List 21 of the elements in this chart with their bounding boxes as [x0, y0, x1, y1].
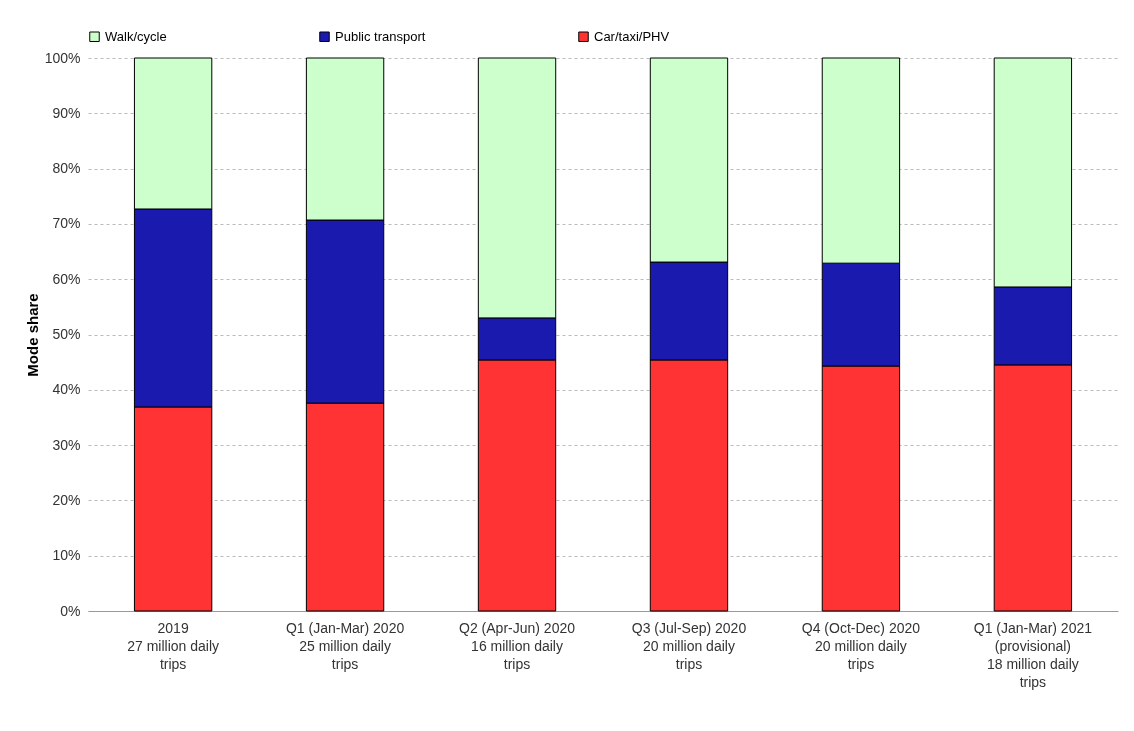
y-tick-label: 10%	[52, 547, 81, 564]
x-tick-label: Q4 (Oct-Dec) 2020 20 million daily trips	[801, 619, 921, 672]
x-tick-label: Q1 (Jan-Mar) 2020 25 million daily trips	[285, 619, 405, 672]
legend-label: Car/taxi/PHV	[594, 28, 670, 44]
y-tick-label: 0%	[60, 602, 81, 619]
legend-label: Public transport	[335, 28, 426, 44]
y-tick-label: 80%	[52, 160, 81, 177]
x-tick-label: 2019 27 million daily trips	[127, 619, 220, 672]
y-tick-label: 90%	[52, 104, 81, 121]
y-tick-label: 70%	[52, 215, 81, 232]
y-tick-label: 50%	[52, 326, 81, 342]
y-tick-label: 40%	[52, 381, 81, 398]
x-tick-label: Q3 (Jul-Sep) 2020 20 million daily trips	[631, 619, 747, 672]
y-axis-title: Mode share	[23, 293, 41, 377]
legend-label: Walk/cycle	[105, 28, 167, 44]
y-tick-label: 30%	[52, 436, 81, 453]
y-tick-label: 60%	[52, 270, 81, 287]
x-tick-label: Q1 (Jan-Mar) 2021 (provisional) 18 million daily trips	[973, 619, 1093, 690]
x-tick-label: Q2 (Apr-Jun) 2020 16 million daily trips	[459, 619, 576, 672]
y-tick-label: 100%	[44, 49, 81, 66]
y-tick-label: 20%	[52, 491, 81, 508]
